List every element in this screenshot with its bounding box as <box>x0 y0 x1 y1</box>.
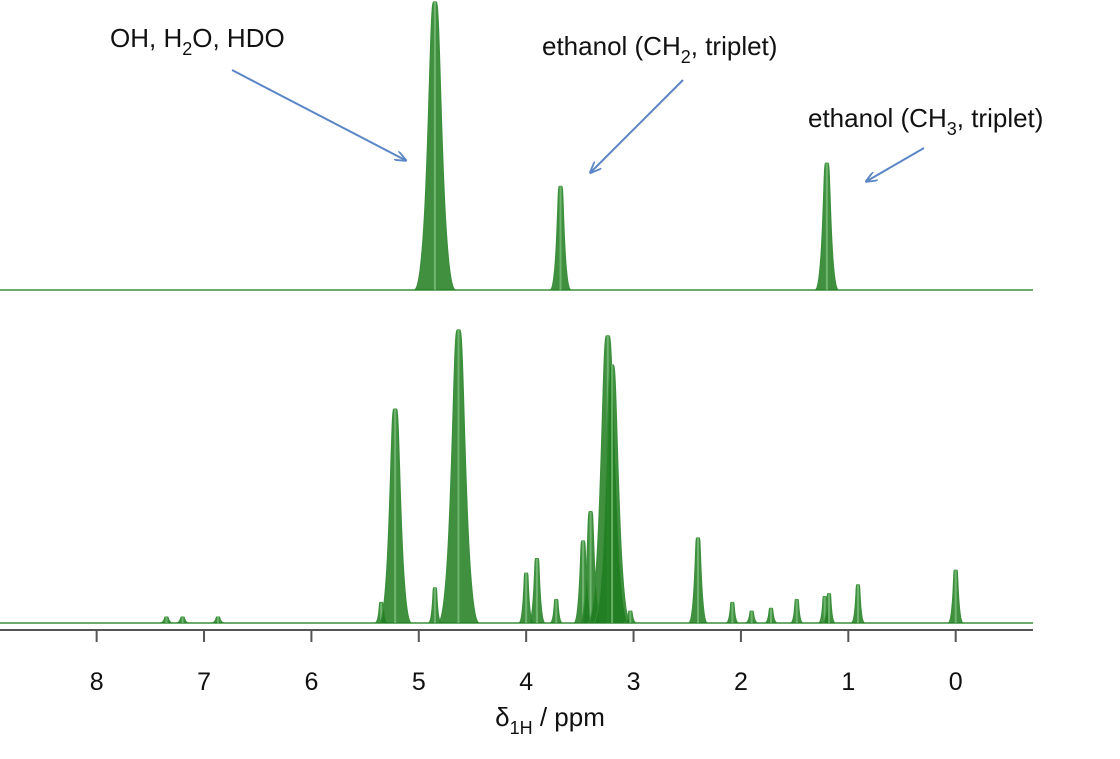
x-tick-label: 4 <box>519 668 533 696</box>
bottom-spectrum-peak-highlight <box>696 538 699 623</box>
bottom-spectrum-peak-highlight <box>433 587 436 623</box>
bottom-spectrum-peak-highlight <box>589 511 592 623</box>
annotation-ch3: ethanol (CH3, triplet) <box>808 103 1043 139</box>
bottom-spectrum-peak-highlight <box>216 617 219 623</box>
bottom-spectrum-peak-highlight <box>954 570 957 623</box>
x-tick-label: 3 <box>627 668 641 696</box>
annotation-arrow-ch2 <box>591 79 684 172</box>
bottom-spectrum-peak-highlight <box>582 540 585 623</box>
x-axis-title: δ1H / ppm <box>495 702 605 738</box>
top-spectrum-peak-highlight <box>433 2 436 290</box>
annotation-arrow-water <box>231 69 405 160</box>
x-axis: 8 7 6 5 4 3 2 1 0 δ1H / ppm <box>0 629 1033 738</box>
bottom-spectrum-peak-highlight <box>611 365 614 623</box>
bottom-spectrum-peak-highlight <box>856 584 859 623</box>
annotation-water: OH, H2O, HDO <box>110 23 285 59</box>
bottom-spectrum <box>0 329 1033 624</box>
top-spectrum-peak-highlight <box>559 186 562 290</box>
bottom-spectrum-peak-highlight <box>731 602 734 623</box>
x-tick-label: 7 <box>197 668 211 696</box>
bottom-spectrum-peak-highlight <box>795 599 798 623</box>
x-tick-label: 1 <box>841 668 855 696</box>
annotation-ch2: ethanol (CH2, triplet) <box>542 31 777 67</box>
bottom-spectrum-peak-highlight <box>165 617 168 623</box>
x-tick-label: 6 <box>304 668 318 696</box>
x-tick-label: 0 <box>949 668 963 696</box>
bottom-spectrum-peak-highlight <box>181 617 184 623</box>
x-tick-label: 2 <box>734 668 748 696</box>
x-tick-label: 8 <box>90 668 104 696</box>
top-spectrum-peak-highlight <box>825 163 828 290</box>
bottom-spectrum-peak-highlight <box>394 409 397 623</box>
bottom-spectrum-peak-highlight <box>457 330 460 623</box>
bottom-spectrum-peak-highlight <box>823 596 826 623</box>
bottom-spectrum-peak-highlight <box>525 573 528 623</box>
bottom-spectrum-peak-highlight <box>750 611 753 623</box>
bottom-spectrum-peak-highlight <box>629 611 632 623</box>
x-tick-label: 5 <box>412 668 426 696</box>
top-spectrum <box>0 1 1033 291</box>
annotations: OH, H2O, HDO ethanol (CH2, triplet) ethano… <box>110 23 1043 181</box>
bottom-spectrum-peak-highlight <box>827 593 830 623</box>
bottom-spectrum-peak-highlight <box>555 599 558 623</box>
bottom-spectrum-peak-highlight <box>769 608 772 623</box>
bottom-spectrum-peak-highlight <box>380 602 383 623</box>
annotation-arrow-ch3 <box>867 147 925 181</box>
bottom-spectrum-peak-highlight <box>535 558 538 623</box>
